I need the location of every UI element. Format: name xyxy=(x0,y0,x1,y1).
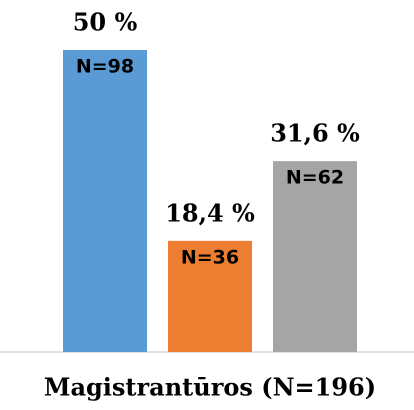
x-tick-label: Magistrantūros (N=196) xyxy=(44,373,376,402)
sample-label: N=36 xyxy=(181,246,239,268)
data-label: 18,4 % xyxy=(165,198,255,227)
bar xyxy=(63,50,147,352)
data-label: 31,6 % xyxy=(270,119,360,148)
sample-label: N=98 xyxy=(76,56,134,78)
sample-label: N=62 xyxy=(286,167,344,189)
bar xyxy=(168,240,252,352)
data-label: 50 % xyxy=(73,8,138,37)
bar xyxy=(273,161,357,352)
